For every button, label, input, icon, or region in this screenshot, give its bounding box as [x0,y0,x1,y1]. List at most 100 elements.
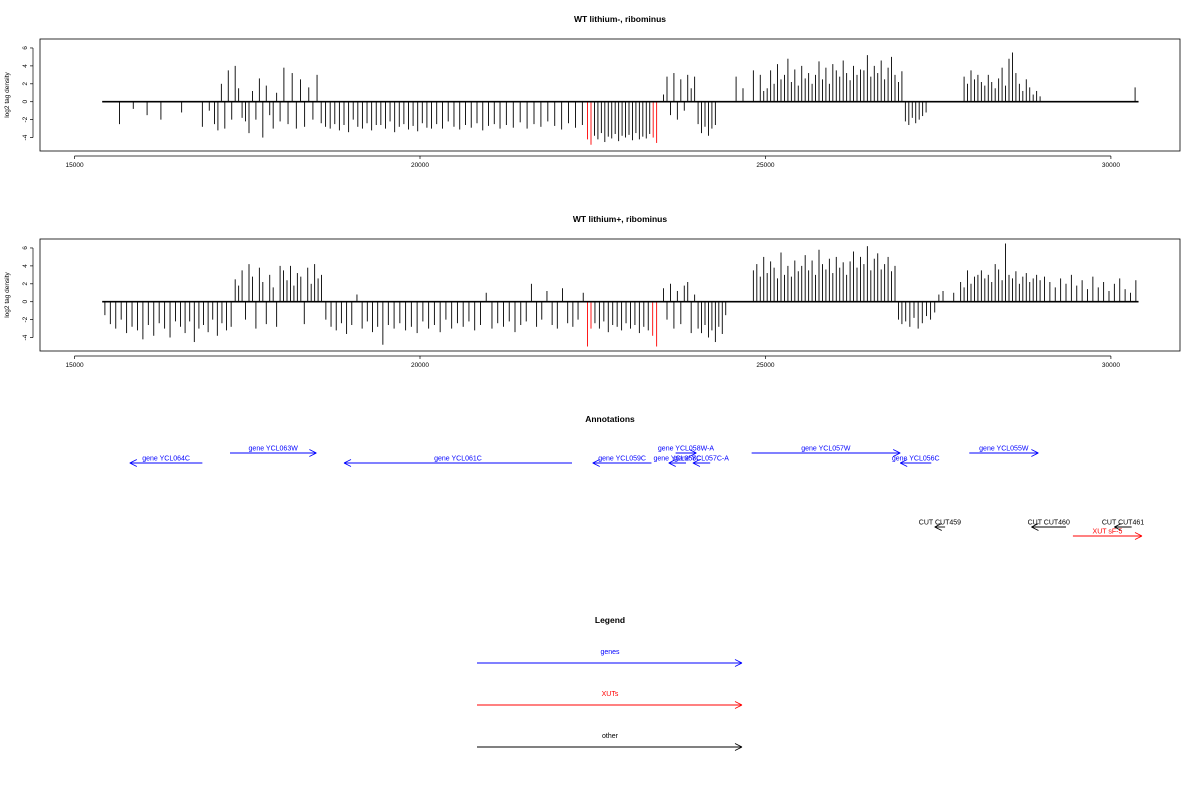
legend-label: other [602,733,619,740]
arrow-head [689,452,697,457]
arrow-head [1031,452,1039,457]
legend-panel: Legend genes XUTs other [477,615,743,751]
annotation-feature: gene YCL059C [592,456,652,467]
y-axis: -4 -2 0 2 4 6 [22,246,34,340]
annotation-feature: gene YCL058C [653,456,701,467]
arrow-head [668,459,676,464]
annotation-label: gene YCL057W [801,446,851,453]
annotation-feature: CUT CUT459 [919,520,961,531]
annotation-feature: gene YCL064C [129,456,203,467]
arrow-head [934,526,942,531]
arrow-head [592,462,600,467]
arrow-head [734,662,743,667]
track-title: WT lithium+, ribominus [573,214,667,224]
x-tick-label: 30000 [1102,162,1120,169]
legend-entry: XUTs [477,691,743,709]
x-axis: 15000 20000 25000 30000 [66,355,1120,369]
track-2: WT lithium+, ribominus -4 -2 0 2 4 6 log2 tag d… [4,214,1181,369]
arrow-head [1134,535,1143,540]
arrow-head [692,462,701,467]
arrow-head [343,462,352,467]
legend-title: Legend [595,615,625,625]
annotation-feature: gene YCL055W [969,446,1039,457]
arrow-head [1114,523,1122,528]
arrow-head [1134,532,1143,537]
arrow-head [689,449,697,454]
x-axis: 15000 20000 25000 30000 [66,155,1120,169]
y-tick-label: -4 [22,134,29,140]
bar-series [119,52,1136,145]
annotations-title: Annotations [585,414,635,424]
annotations-panel: Annotations gene YCL064C gene YCL063W gene … [129,414,1144,540]
y-axis-label: log2 tag density [4,71,11,117]
annotation-label: gene YCL061C [434,456,482,463]
annotation-feature: gene YCL057W [751,446,901,457]
arrow-head [892,452,901,457]
y-tick-label: -4 [22,334,29,340]
annotation-feature: gene YCL063W [230,446,317,457]
arrow-head [129,459,138,464]
y-tick-label: -2 [22,116,29,122]
arrow-head [934,523,942,528]
legend-label: genes [600,649,620,656]
arrow-head [1031,526,1039,531]
x-tick-label: 15000 [66,162,84,169]
annotation-label: gene YCL055W [979,446,1029,453]
annotation-label: gene YCL056C [892,456,940,463]
x-tick-label: 20000 [411,362,429,369]
y-tick-label: 4 [22,64,29,68]
arrow-head [892,449,901,454]
annotation-feature: gene YCL056C [892,456,940,467]
annotation-label: gene YCL059C [598,456,646,463]
annotation-feature: CUT CUT461 [1102,520,1144,531]
legend-label: XUTs [602,691,619,698]
x-tick-label: 15000 [66,362,84,369]
annotation-label: gene YCL063W [249,446,299,453]
y-tick-label: -2 [22,316,29,322]
y-axis-label: log2 tag density [4,271,11,317]
arrow-head [692,459,701,464]
annotation-label: XUT sF-5 [1093,529,1123,536]
arrow-head [129,462,138,467]
arrow-head [1031,449,1039,454]
arrow-head [899,459,908,464]
annotation-label: gene YCL058W-A [658,446,714,453]
track-1: WT lithium-, ribominus -4 -2 0 2 4 6 log2 tag d… [4,14,1181,169]
arrow-head [592,459,600,464]
arrow-head [734,743,743,748]
x-tick-label: 30000 [1102,362,1120,369]
arrow-head [734,701,743,706]
annotation-feature: gene YCL061C [343,456,572,467]
y-tick-label: 4 [22,264,29,268]
annotation-label: CUT CUT459 [919,520,961,527]
annotation-label: CUT CUT461 [1102,520,1144,527]
y-axis: -4 -2 0 2 4 6 [22,46,34,140]
arrow-head [668,462,676,467]
annotation-label: gene YCL064C [142,456,190,463]
annotation-label: gene YCL058C [653,456,701,463]
arrow-head [899,462,908,467]
x-tick-label: 25000 [756,362,774,369]
annotation-label: gene YCL057C-A [674,456,729,463]
y-tick-label: 0 [22,100,29,104]
annotation-label: CUT CUT460 [1028,520,1070,527]
y-tick-label: 2 [22,82,29,86]
bar-series [104,243,1137,347]
y-tick-label: 0 [22,300,29,304]
annotation-feature: gene YCL058W-A [658,446,714,457]
x-tick-label: 25000 [756,162,774,169]
arrow-head [1031,523,1039,528]
arrow-head [1114,526,1122,531]
annotation-feature: XUT sF-5 [1072,529,1143,540]
annotation-feature: gene YCL057C-A [674,456,729,467]
arrow-head [734,704,743,709]
y-tick-label: 2 [22,282,29,286]
plot-frame [39,238,1181,352]
legend-entry: other [477,733,743,751]
arrow-head [309,449,317,454]
y-tick-label: 6 [22,46,29,50]
track-title: WT lithium-, ribominus [574,14,666,24]
arrow-head [734,746,743,751]
x-tick-label: 20000 [411,162,429,169]
